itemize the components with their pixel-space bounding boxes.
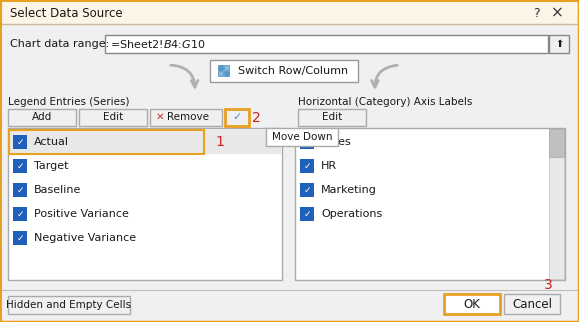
Text: Target: Target <box>34 161 68 171</box>
Bar <box>13 183 27 197</box>
Bar <box>295 128 565 280</box>
Text: ✓: ✓ <box>16 210 24 219</box>
Text: Hidden and Empty Cells: Hidden and Empty Cells <box>6 300 131 310</box>
Text: Remove: Remove <box>167 112 209 122</box>
Bar <box>2 2 577 24</box>
Text: Baseline: Baseline <box>34 185 82 195</box>
Text: ✓: ✓ <box>16 185 24 194</box>
Bar <box>13 135 27 149</box>
Bar <box>8 296 130 314</box>
Bar <box>300 207 314 221</box>
Bar <box>549 129 564 279</box>
Text: Horizontal (Category) Axis Labels: Horizontal (Category) Axis Labels <box>298 97 472 107</box>
Text: ✓: ✓ <box>16 233 24 242</box>
Text: ⬆: ⬆ <box>555 39 563 49</box>
Text: Switch Row/Column: Switch Row/Column <box>238 66 348 76</box>
Text: Positive Variance: Positive Variance <box>34 209 129 219</box>
Bar <box>13 207 27 221</box>
Bar <box>225 109 249 126</box>
Bar <box>13 231 27 245</box>
Text: ✓: ✓ <box>16 137 24 147</box>
Text: ✓: ✓ <box>303 210 311 219</box>
Bar <box>549 129 564 157</box>
Bar <box>266 128 338 146</box>
Text: ✕: ✕ <box>156 112 165 122</box>
Bar <box>13 159 27 173</box>
Bar <box>105 35 548 53</box>
Text: 1: 1 <box>215 135 224 149</box>
Text: Sales: Sales <box>321 137 351 147</box>
Bar <box>224 65 229 70</box>
Bar <box>218 65 223 70</box>
Text: Edit: Edit <box>103 112 123 122</box>
Bar <box>79 109 147 126</box>
Bar <box>8 128 282 280</box>
Bar <box>150 109 222 126</box>
Text: ✓: ✓ <box>303 185 311 194</box>
Text: HR: HR <box>321 161 337 171</box>
Text: Negative Variance: Negative Variance <box>34 233 136 243</box>
Bar <box>9 130 204 154</box>
Text: Select Data Source: Select Data Source <box>10 6 123 20</box>
Bar <box>210 60 358 82</box>
Bar <box>504 294 560 314</box>
Text: OK: OK <box>464 298 481 310</box>
Text: Actual: Actual <box>34 137 69 147</box>
Bar <box>300 183 314 197</box>
Text: ?: ? <box>533 6 539 20</box>
Text: Move Down: Move Down <box>272 132 332 142</box>
Text: Chart data range:: Chart data range: <box>10 39 109 49</box>
Text: ✓: ✓ <box>303 162 311 171</box>
Text: ✓: ✓ <box>16 162 24 171</box>
Text: Legend Entries (Series): Legend Entries (Series) <box>8 97 130 107</box>
Text: 3: 3 <box>544 278 553 292</box>
Bar <box>298 109 366 126</box>
Bar <box>218 71 223 76</box>
Bar <box>549 35 569 53</box>
Text: Marketing: Marketing <box>321 185 377 195</box>
Bar <box>9 130 281 154</box>
Text: ×: × <box>551 5 563 21</box>
Text: =Sheet2!$B$4:$G$10: =Sheet2!$B$4:$G$10 <box>110 38 206 50</box>
Bar <box>444 294 500 314</box>
Bar <box>8 109 76 126</box>
Bar <box>300 135 314 149</box>
FancyArrowPatch shape <box>372 65 397 87</box>
Text: ✓: ✓ <box>303 137 311 147</box>
Text: Edit: Edit <box>322 112 342 122</box>
Bar <box>300 159 314 173</box>
Text: Cancel: Cancel <box>512 298 552 310</box>
Text: Operations: Operations <box>321 209 382 219</box>
Text: 2: 2 <box>252 111 261 125</box>
FancyArrowPatch shape <box>171 65 198 87</box>
Text: ✓: ✓ <box>232 112 241 122</box>
Bar <box>224 71 229 76</box>
Text: Add: Add <box>32 112 52 122</box>
